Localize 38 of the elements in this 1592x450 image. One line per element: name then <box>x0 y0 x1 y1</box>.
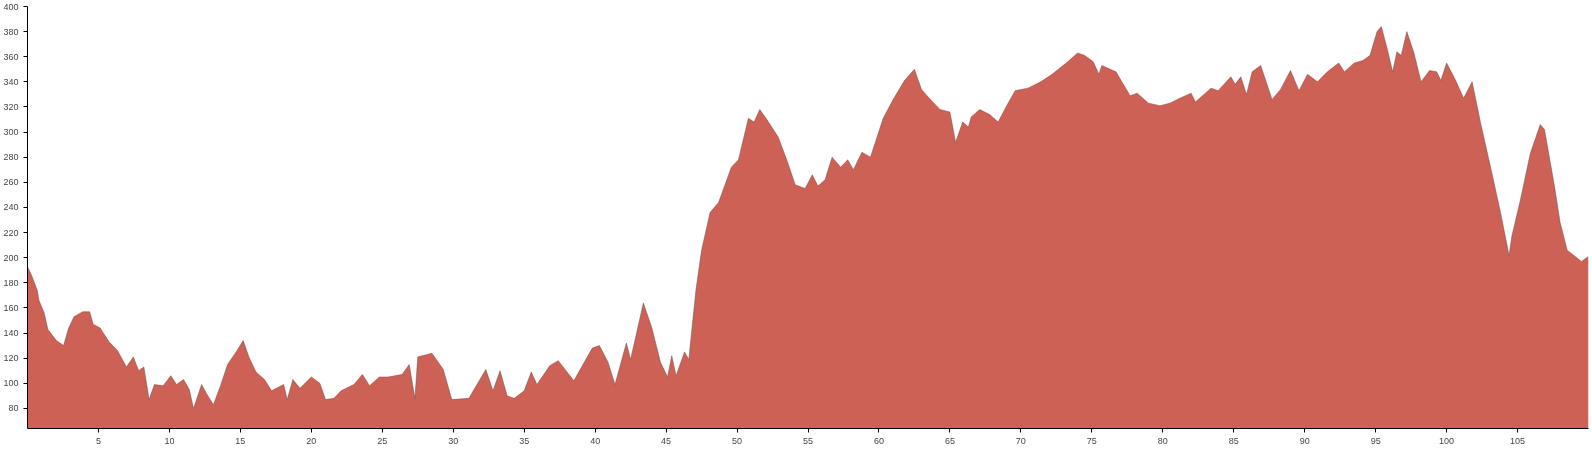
x-tick-label: 70 <box>1015 435 1026 446</box>
y-tick-label: 360 <box>3 51 19 62</box>
x-tick-label: 80 <box>1157 435 1168 446</box>
x-tick-label: 85 <box>1228 435 1239 446</box>
y-tick-label: 120 <box>3 353 19 364</box>
y-tick-label: 260 <box>3 177 19 188</box>
x-tick-label: 5 <box>95 435 101 446</box>
y-tick-label: 320 <box>3 101 19 112</box>
x-tick-label: 30 <box>448 435 459 446</box>
y-tick-label: 300 <box>3 127 19 138</box>
y-tick-label: 240 <box>3 202 19 213</box>
x-tick-label: 25 <box>377 435 388 446</box>
y-tick-label: 160 <box>3 302 19 313</box>
x-tick-label: 105 <box>1510 435 1526 446</box>
y-tick-label: 80 <box>8 403 19 414</box>
x-tick-label: 95 <box>1370 435 1381 446</box>
y-tick-label: 400 <box>3 1 19 12</box>
x-tick-label: 50 <box>732 435 743 446</box>
x-tick-label: 100 <box>1439 435 1455 446</box>
y-tick-label: 180 <box>3 277 19 288</box>
y-tick-label: 220 <box>3 227 19 238</box>
y-tick-label: 140 <box>3 328 19 339</box>
x-tick-label: 35 <box>519 435 530 446</box>
x-tick-label: 20 <box>306 435 317 446</box>
x-tick-label: 75 <box>1086 435 1097 446</box>
x-tick-label: 55 <box>802 435 814 446</box>
x-tick-label: 90 <box>1299 435 1310 446</box>
x-tick-label: 40 <box>590 435 601 446</box>
x-tick-label: 10 <box>164 435 175 446</box>
y-tick-label: 340 <box>3 76 19 87</box>
y-tick-label: 100 <box>3 378 19 389</box>
x-tick-label: 15 <box>235 435 246 446</box>
y-tick-label: 200 <box>3 252 19 263</box>
x-tick-label: 60 <box>873 435 884 446</box>
x-tick-label: 65 <box>944 435 955 446</box>
y-tick-label: 280 <box>3 152 19 163</box>
x-tick-label: 45 <box>661 435 672 446</box>
y-tick-label: 380 <box>3 26 19 37</box>
